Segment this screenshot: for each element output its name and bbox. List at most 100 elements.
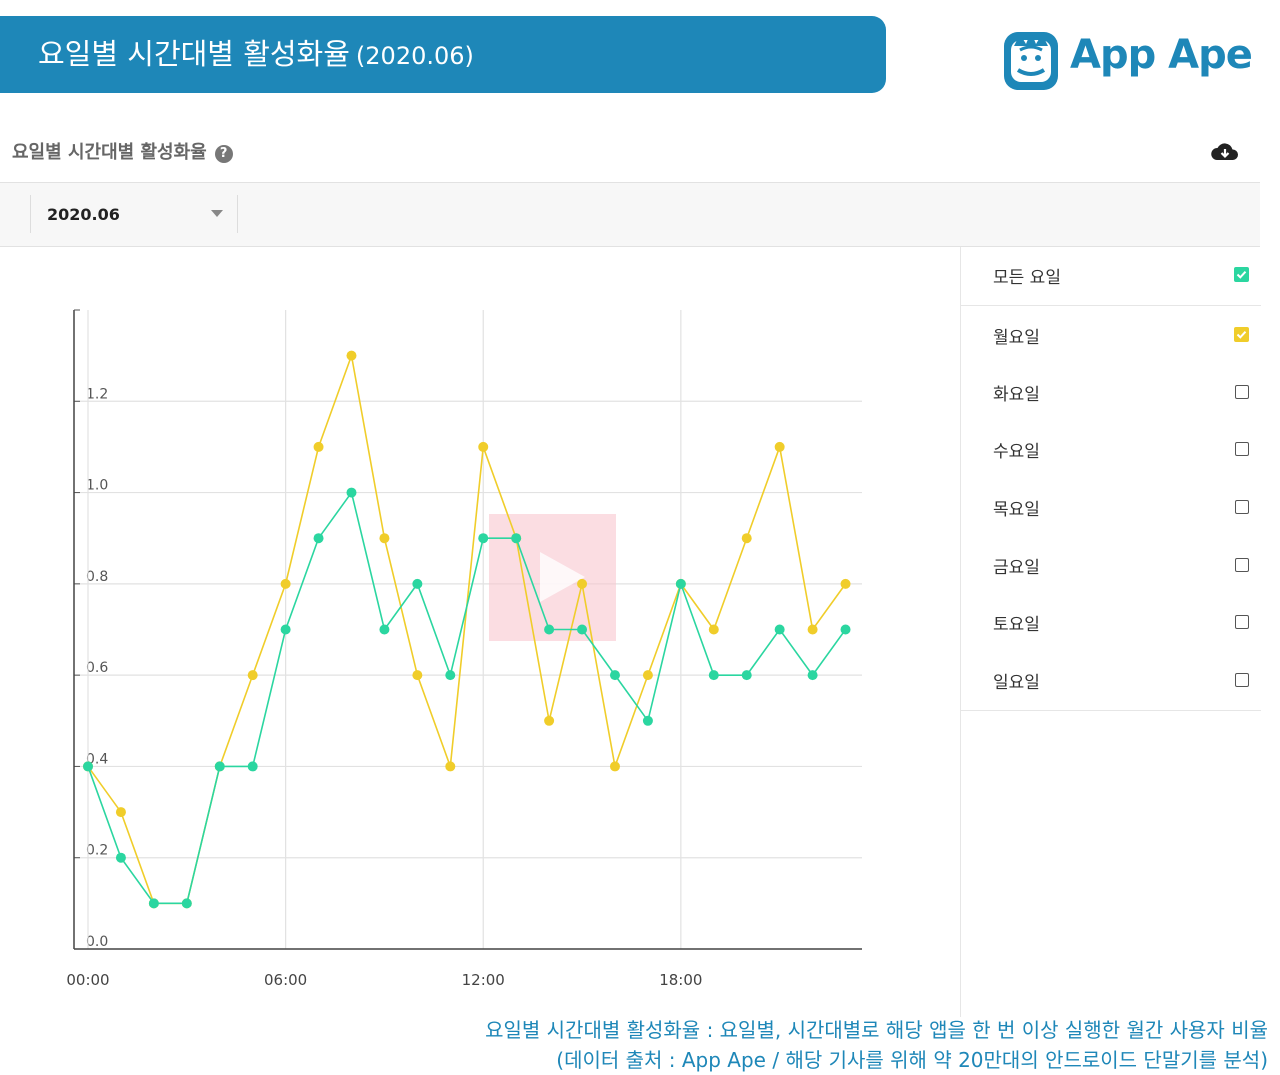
checkbox-icon[interactable]: [1235, 442, 1249, 456]
footnote-source: (데이터 출처 : App Ape / 해당 기사를 위해 약 20만대의 안드…: [556, 1048, 1268, 1072]
data-point: [181, 898, 192, 909]
data-point: [247, 761, 258, 772]
legend-item-monday[interactable]: 월요일: [961, 307, 1261, 365]
data-point: [511, 533, 522, 544]
cloud-download-icon[interactable]: [1210, 140, 1240, 166]
x-tick-label: 06:00: [264, 971, 307, 989]
data-point: [379, 624, 390, 635]
legend-panel: 모든 요일 월요일 화요일 수요일 목요일 금요일 토요일 일요일: [960, 247, 1261, 1017]
legend-item-label: 목요일: [993, 500, 1040, 520]
month-select[interactable]: 2020.06: [30, 195, 238, 233]
data-point: [577, 624, 588, 635]
data-point: [280, 624, 291, 635]
legend-item-sunday[interactable]: 일요일: [961, 652, 1261, 711]
legend-item-friday[interactable]: 금요일: [961, 537, 1261, 595]
x-tick-label: 12:00: [462, 971, 505, 989]
checkbox-icon[interactable]: [1235, 558, 1249, 572]
data-point: [280, 578, 291, 589]
legend-item-tuesday[interactable]: 화요일: [961, 364, 1261, 422]
data-point: [148, 898, 159, 909]
page-title: 요일별 시간대별 활성화율 (2020.06): [38, 16, 474, 93]
toolbar: 2020.06: [0, 182, 1260, 247]
checkbox-icon[interactable]: [1235, 615, 1249, 629]
data-point: [478, 441, 489, 452]
data-point: [642, 715, 653, 726]
checkbox-checked-icon[interactable]: [1234, 327, 1249, 342]
question-circle-icon[interactable]: ?: [214, 145, 233, 163]
data-point: [642, 670, 653, 681]
data-point: [115, 852, 126, 863]
legend-item-label: 월요일: [993, 328, 1040, 348]
data-point: [445, 761, 456, 772]
checkbox-icon[interactable]: [1235, 385, 1249, 399]
data-point: [478, 533, 489, 544]
data-point: [346, 487, 357, 498]
footnote-definition: 요일별 시간대별 활성화율 : 요일별, 시간대별로 해당 앱을 한 번 이상 …: [485, 1018, 1268, 1042]
page-title-text: 요일별 시간대별 활성화율: [38, 37, 350, 71]
data-point: [609, 670, 620, 681]
data-point: [83, 761, 93, 772]
series-line: [87, 352, 847, 905]
legend-item-label: 토요일: [993, 615, 1040, 635]
x-tick-label: 00:00: [66, 971, 109, 989]
legend-item-thursday[interactable]: 목요일: [961, 479, 1261, 537]
y-tick-label: 0.0: [86, 934, 108, 950]
data-point: [445, 670, 456, 681]
checkbox-icon[interactable]: [1235, 673, 1249, 687]
y-tick-label: 1.0: [86, 478, 108, 494]
app-ape-logo: App Ape: [1000, 24, 1260, 94]
legend-item-wednesday[interactable]: 수요일: [961, 421, 1261, 479]
data-point: [708, 670, 719, 681]
logo-text: App Ape: [1070, 32, 1253, 78]
data-point: [412, 578, 423, 589]
data-point: [708, 624, 719, 635]
data-point: [807, 624, 818, 635]
data-point: [412, 670, 423, 681]
data-point: [774, 624, 785, 635]
data-point: [313, 441, 324, 452]
data-point: [544, 624, 555, 635]
data-point: [741, 533, 752, 544]
data-point: [774, 441, 785, 452]
chart-area: 0.0 0.2 0.4 0.6 0.8 1.0 1.2 00:00 06:00 12:00 18:0…: [0, 247, 960, 1017]
legend-item-saturday[interactable]: 토요일: [961, 594, 1261, 652]
legend-item-label: 화요일: [993, 385, 1040, 405]
data-point: [807, 670, 818, 681]
data-point: [609, 761, 620, 772]
panel-title-text: 요일별 시간대별 활성화율: [12, 142, 207, 163]
data-point: [379, 533, 390, 544]
data-point: [247, 670, 258, 681]
data-point: [741, 670, 752, 681]
data-point: [115, 807, 126, 818]
legend-item-label: 모든 요일: [993, 268, 1061, 288]
data-point: [214, 761, 225, 772]
footnote: 요일별 시간대별 활성화율 : 요일별, 시간대별로 해당 앱을 한 번 이상 …: [485, 1015, 1268, 1075]
data-point: [840, 624, 851, 635]
watermark-play-triangle: [540, 552, 585, 602]
data-point: [577, 578, 588, 589]
data-point: [544, 715, 555, 726]
checkbox-icon[interactable]: [1235, 500, 1249, 514]
x-tick-label: 18:00: [659, 971, 702, 989]
app-ape-logo-icon: [1004, 32, 1058, 90]
series-line: [87, 490, 847, 905]
y-tick-label: 0.8: [86, 569, 108, 585]
y-tick-label: 0.2: [86, 843, 108, 859]
caret-down-icon: [211, 210, 223, 217]
line-chart: 0.00.20.40.60.81.01.200:00 06:00 12:00 18:0…: [66, 309, 862, 989]
data-point: [313, 533, 324, 544]
panel-title: 요일별 시간대별 활성화율?: [12, 138, 233, 164]
data-point: [840, 578, 851, 589]
y-tick-label: 1.2: [86, 386, 108, 402]
y-tick-label: 0.6: [86, 660, 108, 676]
month-select-value: 2020.06: [47, 205, 120, 224]
legend-item-label: 수요일: [993, 442, 1040, 462]
data-point: [346, 350, 357, 361]
legend-item-label: 금요일: [993, 558, 1040, 578]
data-point: [675, 578, 686, 589]
header-banner: 요일별 시간대별 활성화율 (2020.06): [0, 16, 886, 93]
checkbox-checked-icon[interactable]: [1234, 267, 1249, 282]
legend-item-all-days[interactable]: 모든 요일: [961, 247, 1261, 306]
page-subtitle: (2020.06): [355, 42, 474, 70]
legend-item-label: 일요일: [993, 673, 1040, 693]
